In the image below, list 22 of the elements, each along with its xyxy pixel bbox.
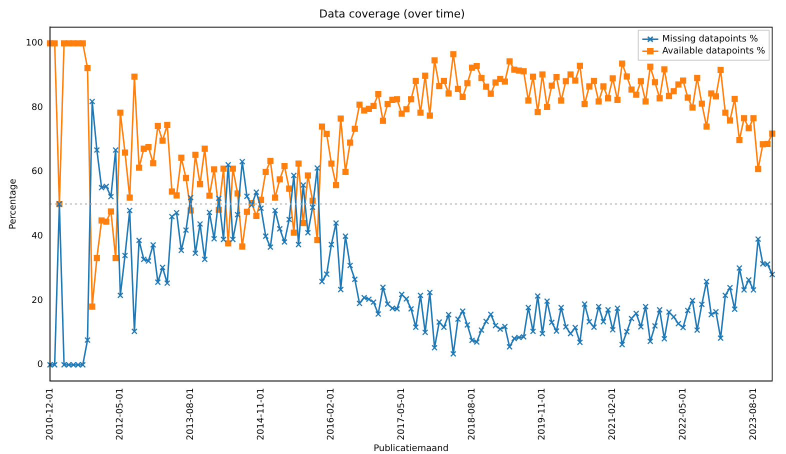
x-tick-label: 2012-05-01: [116, 388, 126, 440]
x-tick-label: 2022-05-01: [678, 388, 688, 440]
y-tick-label: 20: [32, 296, 44, 306]
x-tick-label: 2017-05-01: [397, 388, 408, 440]
y-tick-label: 40: [32, 232, 44, 242]
y-tick-label: 60: [32, 167, 44, 178]
x-tick-label: 2016-02-01: [326, 388, 337, 440]
y-tick-label: 100: [26, 38, 44, 49]
x-tick-label: 2014-11-01: [256, 388, 266, 440]
legend-label: Available datapoints %: [662, 46, 766, 57]
x-axis-title: Publicatiemaand: [374, 444, 449, 454]
y-tick-label: 0: [37, 360, 44, 370]
x-tick-label: 2019-11-01: [538, 388, 548, 440]
x-tick-label: 2021-02-01: [608, 388, 618, 440]
x-tick-label: 2010-12-01: [45, 388, 56, 440]
y-tick-label: 80: [32, 102, 44, 113]
x-tick-label: 2013-08-01: [186, 388, 196, 440]
legend-label: Missing datapoints %: [662, 34, 758, 45]
x-tick-label: 2023-08-01: [748, 388, 759, 440]
chart-title: Data coverage (over time): [319, 7, 465, 20]
x-tick-label: 2018-08-01: [467, 388, 478, 440]
y-axis-title: Percentage: [8, 178, 19, 230]
